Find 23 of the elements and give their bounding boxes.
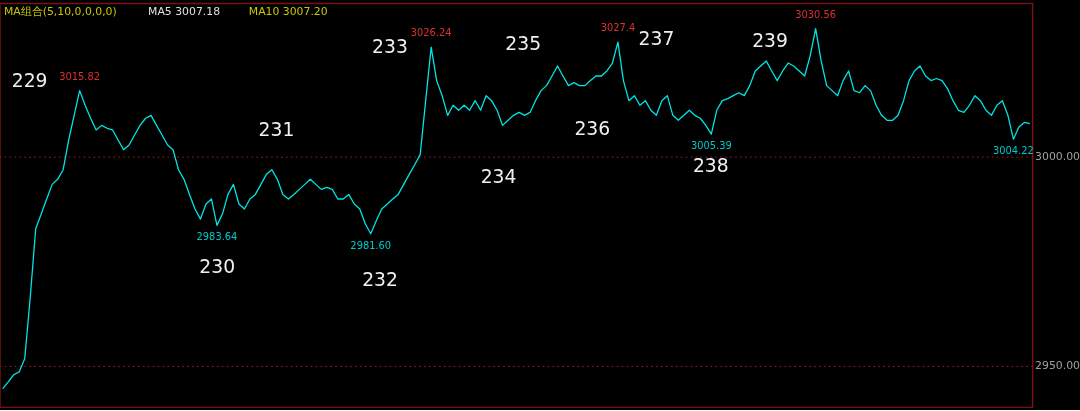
annotation: 3030.56 — [795, 8, 837, 20]
annotation: 2983.64 — [196, 231, 238, 243]
annotation: MA5 3007.18 — [148, 5, 221, 19]
y-tick-label: 2950.00 — [1035, 359, 1080, 373]
annotation: 234 — [480, 166, 517, 188]
annotation: 235 — [505, 33, 542, 55]
annotation: 239 — [752, 30, 788, 52]
annotation: MA10 3007.20 — [248, 5, 328, 19]
annotation: 3026.24 — [410, 27, 452, 39]
annotation: 229 — [11, 69, 48, 91]
annotation: 232 — [362, 268, 398, 290]
annotation: 3015.82 — [59, 70, 101, 82]
annotation: 231 — [258, 118, 295, 140]
annotation: 237 — [638, 28, 675, 50]
annotation: 236 — [574, 117, 611, 139]
annotation: 238 — [692, 155, 729, 177]
annotation: 3027.4 — [600, 22, 636, 34]
y-tick-label: 3000.00 — [1035, 150, 1080, 164]
annotation: 233 — [372, 35, 408, 57]
annotation: 2981.60 — [350, 239, 392, 251]
annotation: 3005.39 — [690, 139, 732, 151]
annotation: MA组合(5,10,0,0,0,0) — [3, 5, 117, 19]
annotation: 230 — [199, 256, 236, 278]
